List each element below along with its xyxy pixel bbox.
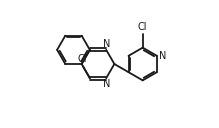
Text: N: N	[103, 39, 110, 49]
Text: Cl: Cl	[77, 54, 87, 64]
Text: N: N	[159, 51, 166, 61]
Text: N: N	[103, 79, 110, 89]
Text: Cl: Cl	[137, 22, 147, 32]
